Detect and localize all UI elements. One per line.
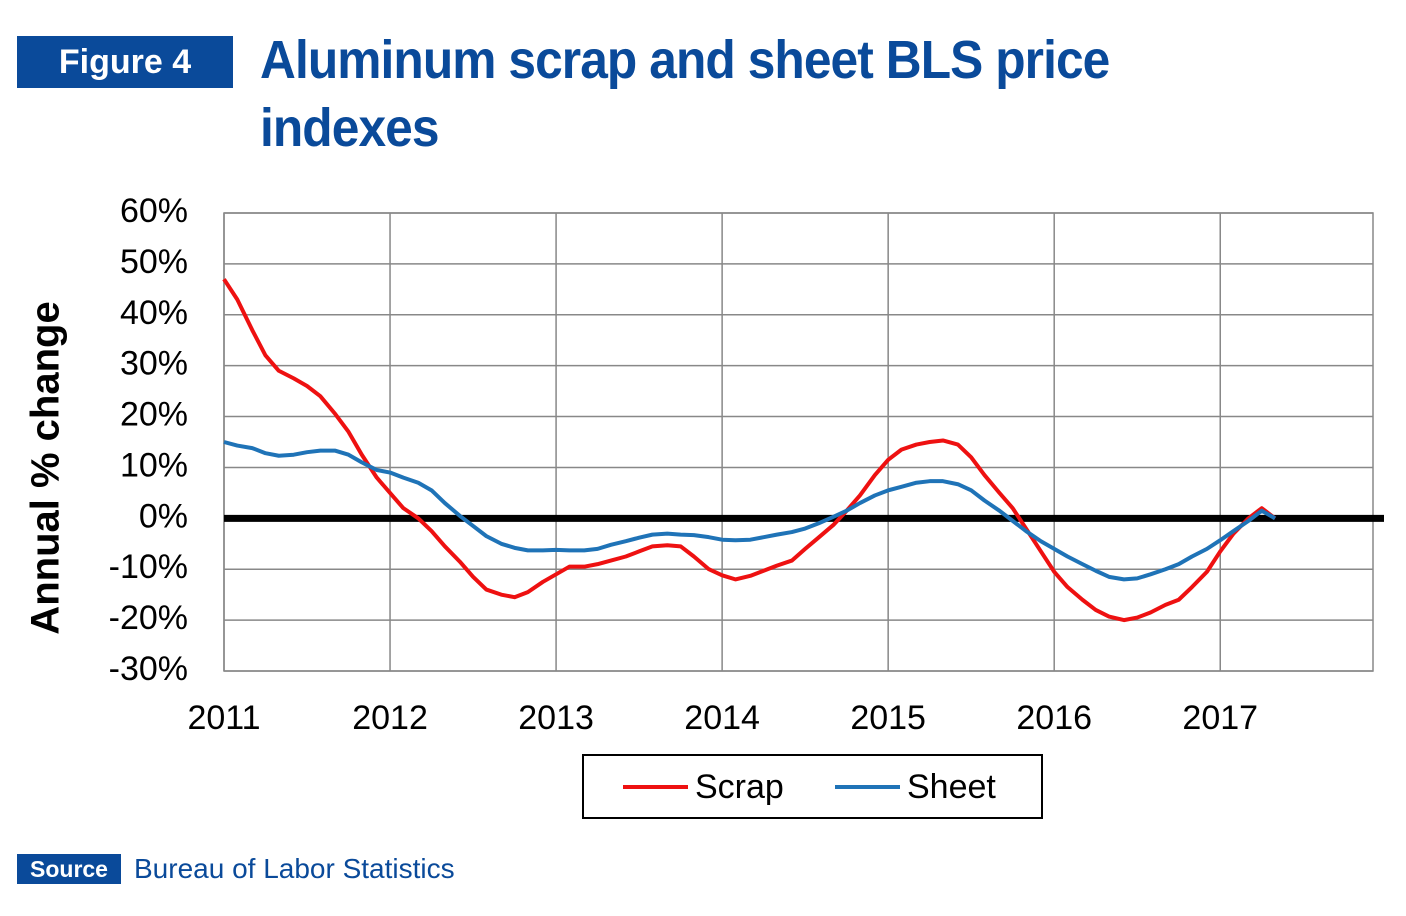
series-line — [222, 278, 1277, 623]
x-tick-label: 2016 — [1016, 699, 1092, 737]
y-tick-label: 10% — [120, 446, 188, 484]
y-tick-label: 30% — [120, 345, 188, 383]
y-tick-label: -10% — [109, 548, 188, 586]
x-tick-label: 2015 — [850, 699, 926, 737]
y-axis-label: Annual % change — [24, 301, 68, 634]
series-line — [223, 440, 1277, 582]
chart: Annual % change -30% -20% -10% 0% 10% 20% 30% 4… — [24, 192, 1384, 819]
plot-frame — [223, 212, 1374, 672]
y-tick-label: 20% — [120, 396, 188, 434]
x-tick-label: 2013 — [518, 699, 594, 737]
chart-title: Aluminum scrap and sheet BLS price index… — [260, 30, 1110, 158]
legend-label: Sheet — [907, 768, 996, 806]
y-tick-label: 50% — [120, 243, 188, 281]
y-tick-label: 0% — [139, 497, 188, 535]
y-tick-label: -30% — [109, 650, 188, 688]
x-tick-label: 2012 — [352, 699, 428, 737]
y-tick-label: 60% — [120, 192, 188, 230]
y-tick-label: -20% — [109, 599, 188, 637]
x-tick-label: 2017 — [1182, 699, 1258, 737]
figure-label: Figure 4 — [17, 36, 233, 88]
x-tick-label: 2014 — [684, 699, 760, 737]
x-tick-label: 2011 — [187, 699, 260, 737]
legend-label: Scrap — [695, 768, 784, 806]
y-tick-label: 40% — [120, 294, 188, 332]
source: Bureau of Labor Statistics — [134, 853, 455, 884]
source-label: Source — [17, 854, 121, 884]
